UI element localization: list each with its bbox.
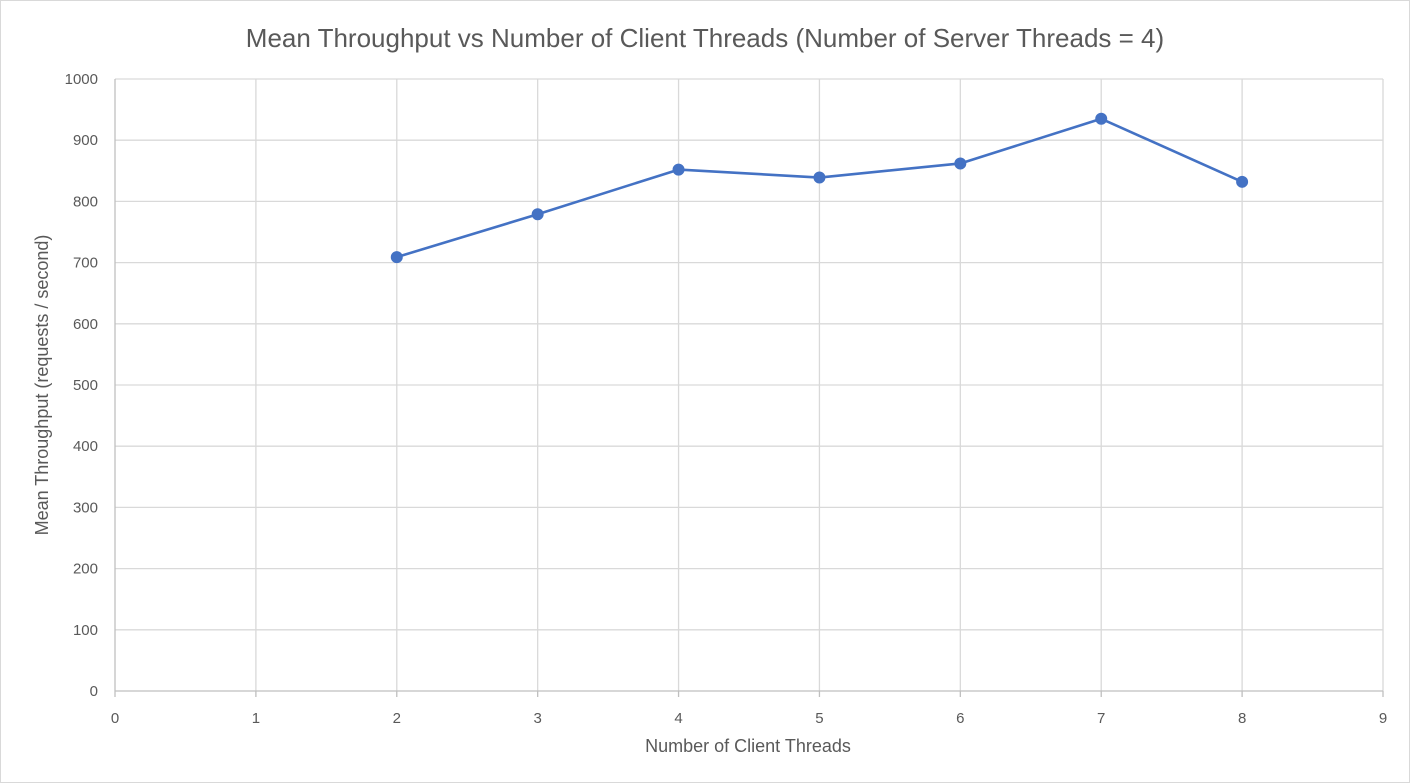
y-tick-label: 900 [73, 132, 98, 149]
y-tick-label: 800 [73, 193, 98, 210]
y-tick-label: 0 [90, 683, 98, 700]
x-tick-label: 4 [674, 710, 682, 727]
x-tick-label: 7 [1097, 710, 1105, 727]
y-tick-label: 200 [73, 561, 98, 578]
y-tick-label: 400 [73, 438, 98, 455]
x-tick-label: 0 [111, 710, 119, 727]
chart-title: Mean Throughput vs Number of Client Thre… [246, 23, 1164, 53]
data-point [531, 208, 544, 221]
data-point [1095, 112, 1108, 125]
x-tick-label: 8 [1238, 710, 1246, 727]
data-point [672, 163, 685, 176]
axes [114, 79, 1384, 697]
y-tick-label: 300 [73, 499, 98, 516]
x-tick-label: 5 [815, 710, 823, 727]
y-tick-labels: 0 100 200 300 400 500 600 700 800 900 1000 [65, 71, 98, 700]
y-tick-label: 700 [73, 255, 98, 272]
x-tick-label: 6 [956, 710, 964, 727]
data-point [954, 157, 967, 170]
x-tick-label: 1 [252, 710, 260, 727]
x-tick-label: 2 [393, 710, 401, 727]
data-point [390, 251, 403, 264]
data-point [813, 171, 826, 184]
y-tick-label: 100 [73, 622, 98, 639]
x-tick-labels: 0 1 2 3 4 5 6 7 8 9 [111, 710, 1387, 727]
y-tick-label: 600 [73, 316, 98, 333]
x-axis-title: Number of Client Threads [645, 736, 851, 756]
y-axis-title: Mean Throughput (requests / second) [32, 235, 52, 536]
x-tick-label: 3 [533, 710, 541, 727]
x-tick-label: 9 [1379, 710, 1387, 727]
y-tick-label: 1000 [65, 71, 98, 88]
series-group [390, 112, 1249, 264]
data-point [1236, 175, 1249, 188]
y-tick-label: 500 [73, 377, 98, 394]
gridlines [115, 78, 1384, 691]
